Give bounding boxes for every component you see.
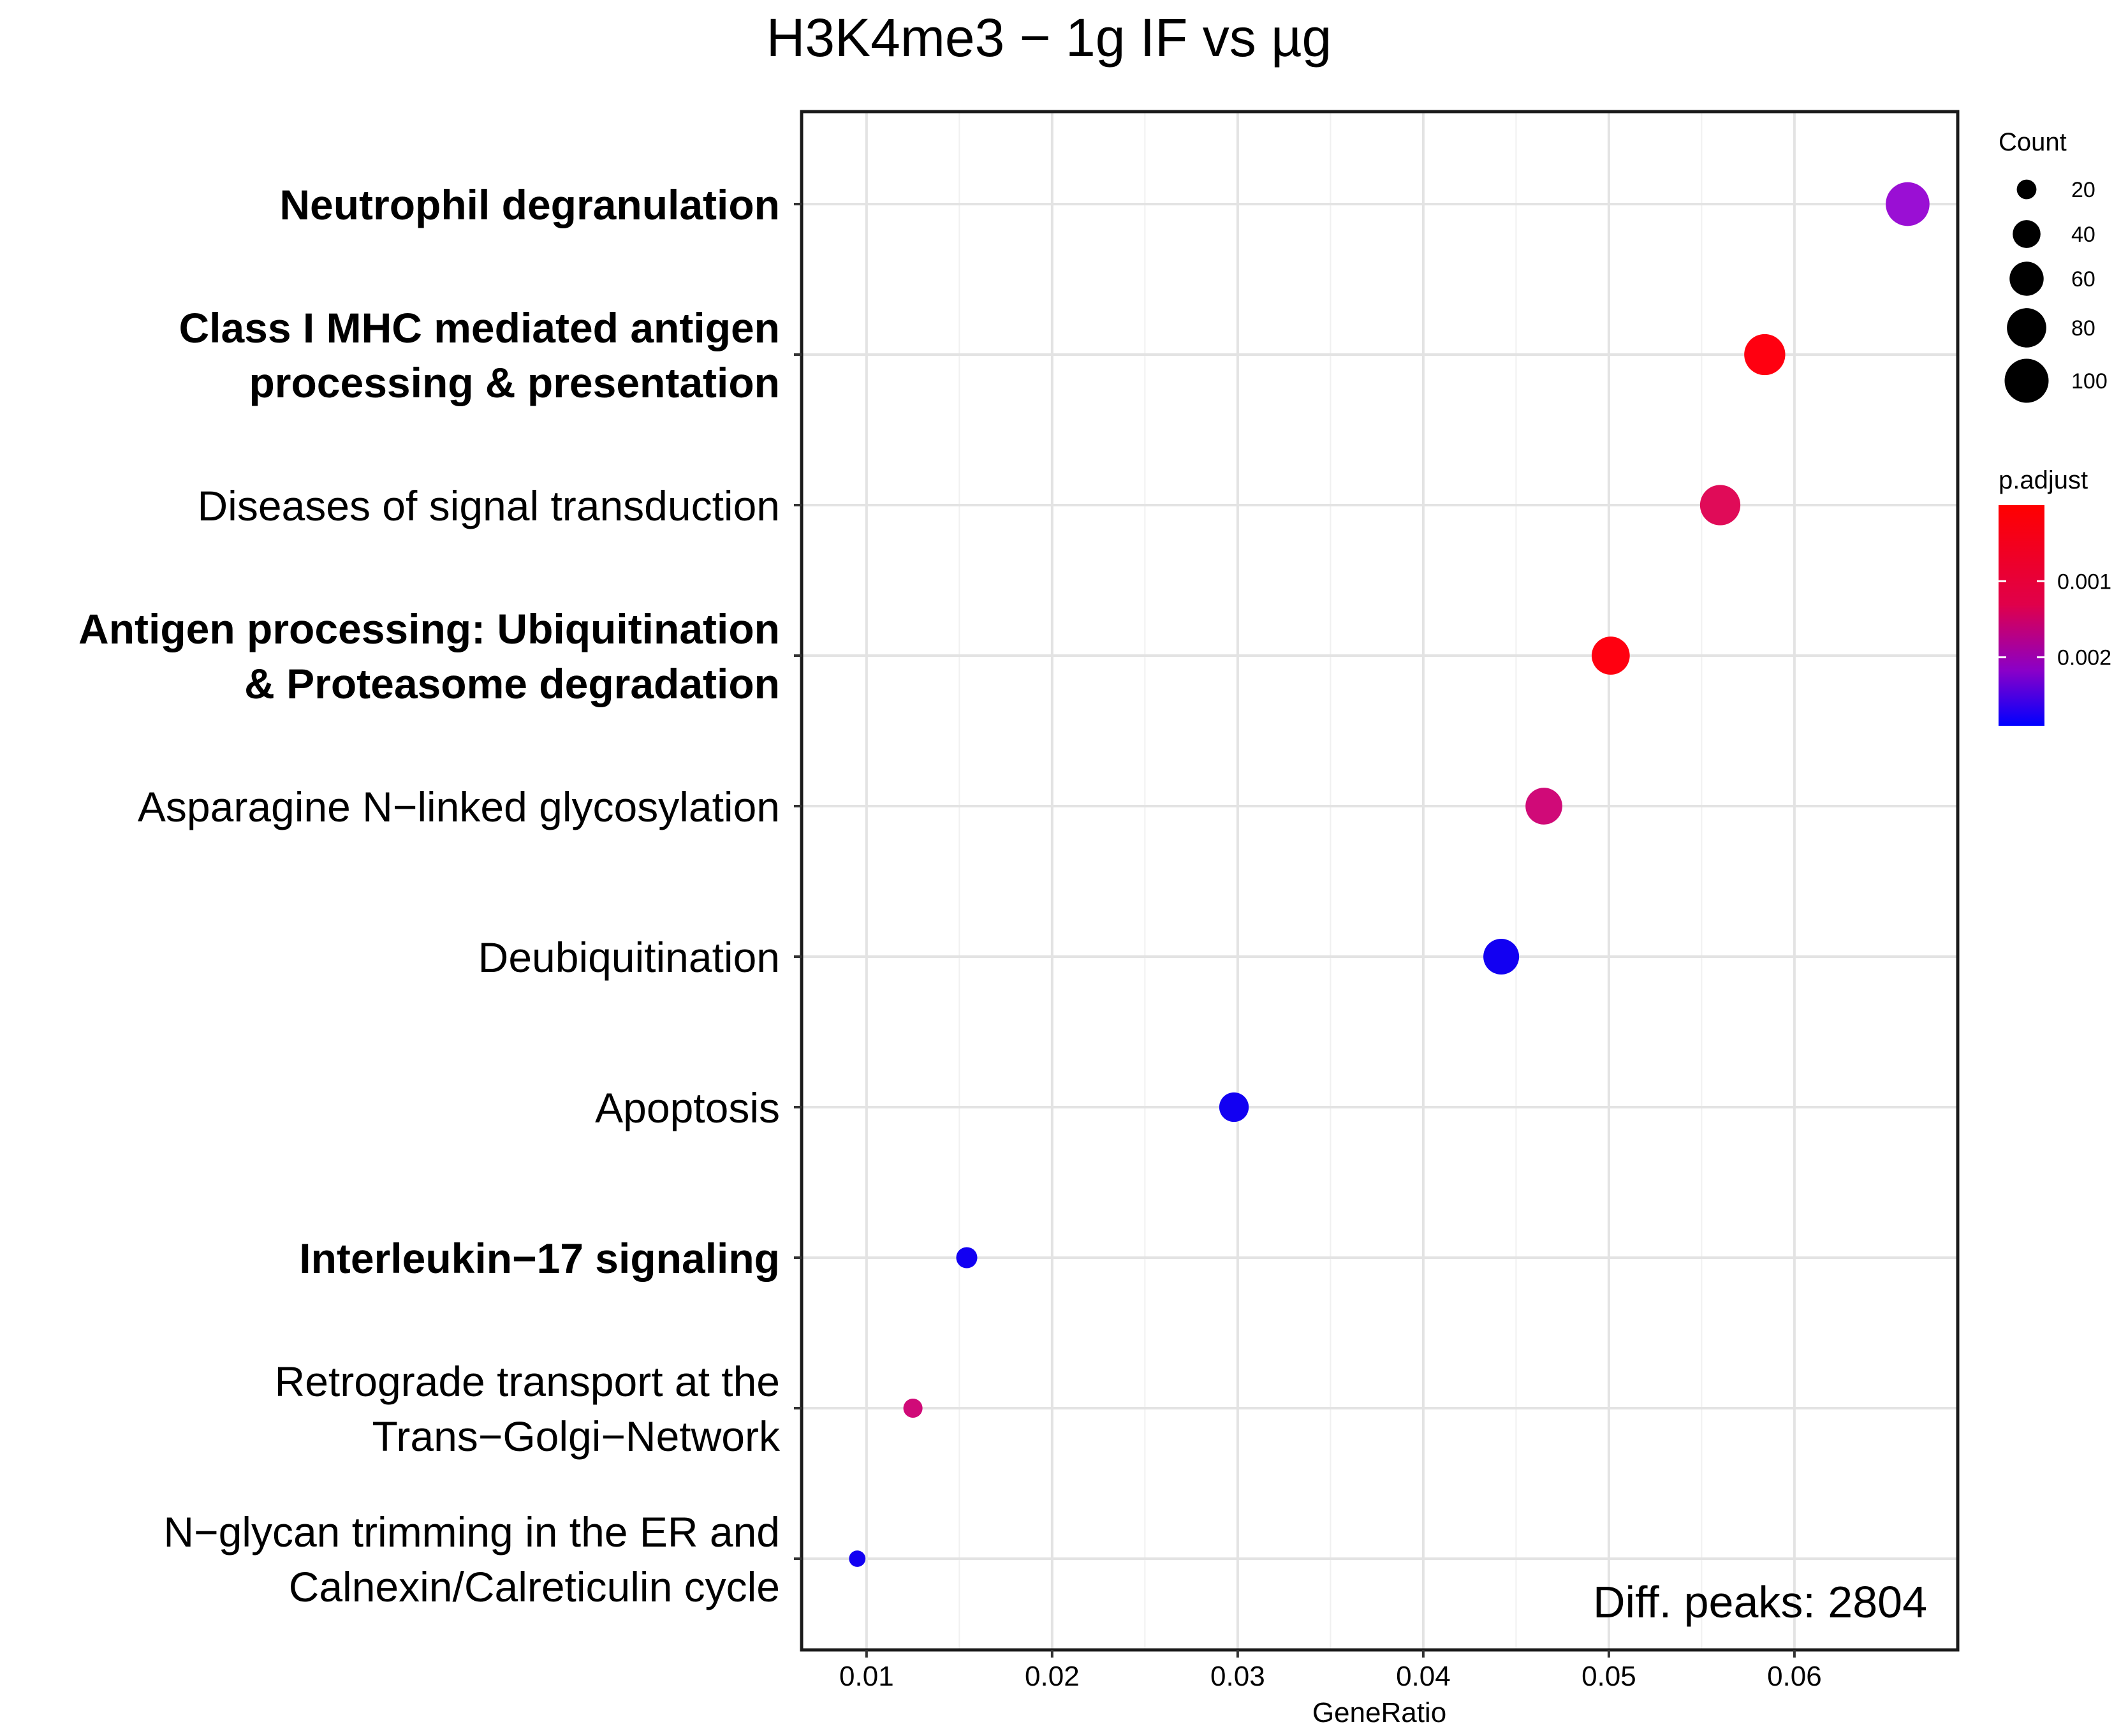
x-tick-label: 0.05	[1581, 1661, 1636, 1692]
category-label: Neutrophil degranulation	[279, 181, 780, 228]
category-label: Asparagine N−linked glycosylation	[138, 783, 780, 830]
category-label: Deubiquitination	[478, 934, 780, 981]
data-point	[1219, 1092, 1249, 1122]
x-tick-label: 0.04	[1396, 1661, 1451, 1692]
data-point	[1483, 938, 1520, 975]
data-point	[849, 1550, 866, 1567]
count-legend-key	[2009, 261, 2044, 296]
p-adjust-legend-title: p.adjust	[1999, 466, 2088, 494]
count-legend-title: Count	[1999, 128, 2067, 156]
x-tick-label: 0.03	[1210, 1661, 1265, 1692]
peaks-annotation: Diff. peaks: 2804	[1593, 1577, 1927, 1627]
count-legend-label: 100	[2071, 369, 2108, 394]
count-legend: Count 20 40 60 80 100	[1999, 128, 2108, 403]
y-axis: Neutrophil degranulation Class I MHC medi…	[78, 181, 802, 1610]
count-legend-label: 40	[2071, 223, 2095, 247]
data-points	[849, 182, 1930, 1567]
category-label: processing & presentation	[249, 359, 780, 406]
count-legend-key	[2007, 308, 2046, 348]
data-point	[1591, 636, 1630, 675]
category-label: Retrograde transport at the	[275, 1358, 780, 1405]
count-legend-key	[2013, 220, 2041, 248]
category-label: N−glycan trimming in the ER and	[163, 1508, 780, 1556]
p-adjust-tick-label: 0.002	[2057, 646, 2111, 670]
category-label: & Proteasome degradation	[244, 660, 780, 707]
category-label: Apoptosis	[595, 1084, 780, 1131]
p-adjust-legend: p.adjust 0.001 0.002	[1999, 466, 2111, 726]
x-tick-label: 0.01	[839, 1661, 894, 1692]
plot-background	[802, 112, 1958, 1650]
x-tick-label: 0.06	[1767, 1661, 1822, 1692]
p-adjust-colorbar	[1999, 505, 2044, 726]
x-axis-label: GeneRatio	[1312, 1697, 1446, 1728]
p-adjust-tick-label: 0.001	[2057, 570, 2111, 594]
data-point	[903, 1398, 923, 1418]
count-legend-key	[2016, 179, 2037, 200]
data-point	[956, 1247, 978, 1269]
chart-title: H3K4me3 − 1g IF vs µg	[767, 8, 1332, 68]
count-legend-label: 60	[2071, 267, 2095, 291]
category-label: Calnexin/Calreticulin cycle	[289, 1563, 780, 1610]
category-label: Interleukin−17 signaling	[299, 1235, 780, 1282]
data-point	[1699, 485, 1741, 526]
x-tick-label: 0.02	[1025, 1661, 1080, 1692]
data-point	[1744, 334, 1786, 376]
plot-border	[800, 110, 1960, 1652]
category-label: Trans−Golgi−Network	[372, 1413, 781, 1460]
data-point	[1525, 788, 1562, 825]
count-legend-label: 80	[2071, 316, 2095, 341]
category-label: Antigen processing: Ubiquitination	[78, 605, 780, 652]
category-label: Diseases of signal transduction	[198, 482, 781, 529]
count-legend-label: 20	[2071, 178, 2095, 202]
x-axis: 0.01 0.02 0.03 0.04 0.05 0.06	[839, 1650, 1822, 1692]
count-legend-key	[2004, 358, 2049, 403]
category-label: Class I MHC mediated antigen	[179, 304, 780, 351]
data-point	[1886, 182, 1930, 226]
